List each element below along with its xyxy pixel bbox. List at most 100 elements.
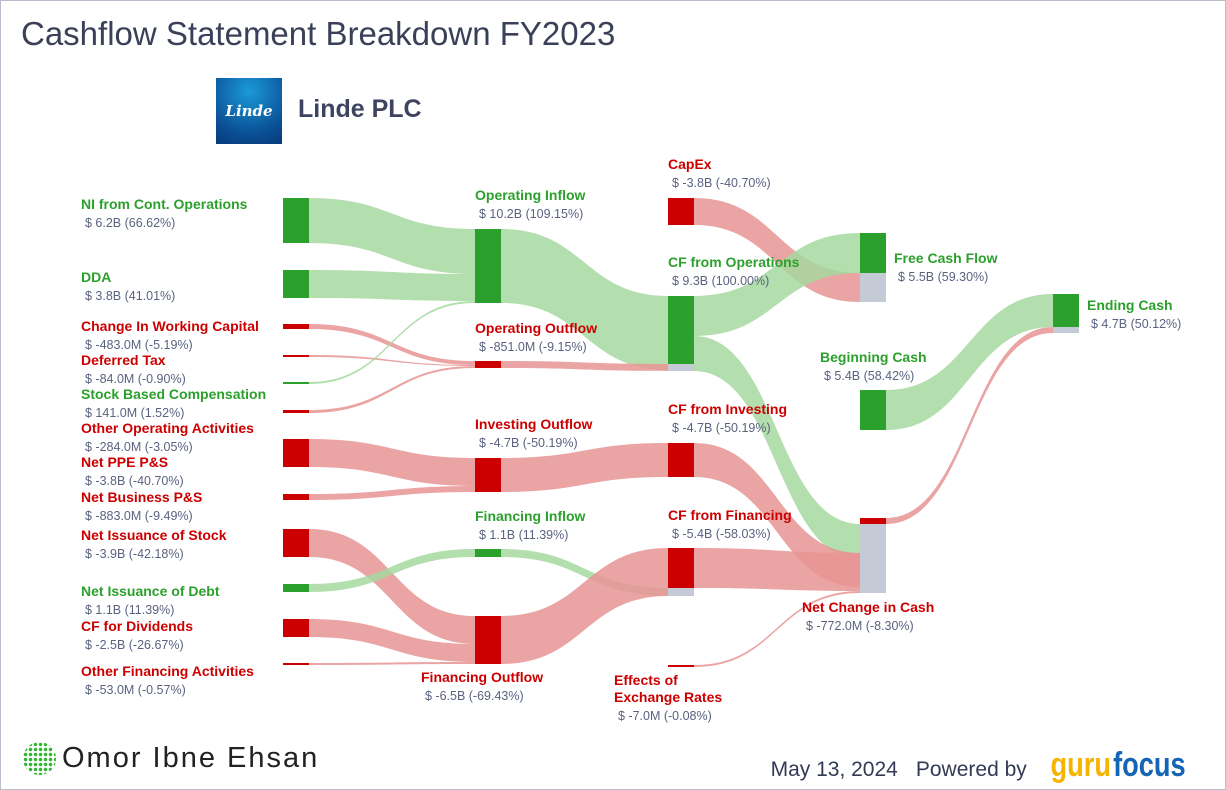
node-cfi: CF from Investing $ -4.7B (-50.19%) <box>668 401 787 477</box>
node-cfo: CF from Operations $ 9.3B (100.00%) <box>668 254 800 371</box>
node-value: $ 1.1B (11.39%) <box>479 528 568 542</box>
node-label: DDA <box>81 269 111 285</box>
node-bar <box>475 361 501 368</box>
node-label: Financing Inflow <box>475 508 586 524</box>
node-bar <box>283 529 309 557</box>
node-value: $ -3.9B (-42.18%) <box>85 547 184 561</box>
link-nbp-invout <box>309 486 475 500</box>
link-cwc-opout <box>309 324 475 365</box>
node-capex: CapEx $ -3.8B (-40.70%) <box>668 156 771 225</box>
company-logo: Linde <box>216 78 282 144</box>
node-bar <box>283 355 309 357</box>
node-label: Ending Cash <box>1087 297 1173 313</box>
node-bar <box>283 198 309 243</box>
node-value: $ -2.5B (-26.67%) <box>85 638 184 652</box>
node-label: Net Issuance of Debt <box>81 583 220 599</box>
node-opin: Operating Inflow $ 10.2B (109.15%) <box>475 187 586 303</box>
node-bar <box>860 233 886 273</box>
node-label: Net Issuance of Stock <box>81 527 227 543</box>
node-value: $ 3.8B (41.01%) <box>85 289 175 303</box>
node-label: Investing Outflow <box>475 416 593 432</box>
node-bc: Beginning Cash $ 5.4B (58.42%) <box>820 349 927 430</box>
node-bar <box>283 270 309 298</box>
link-div-finout <box>309 619 475 662</box>
node-bar <box>475 616 501 664</box>
node-bar <box>283 382 309 384</box>
link-dt-opout <box>309 355 475 366</box>
gurufocus-logo-part: guru <box>1050 746 1111 784</box>
node-bar <box>475 549 501 557</box>
link-bc-ec <box>886 294 1053 430</box>
node-value: $ -3.8B (-40.70%) <box>85 474 184 488</box>
node-value: $ 4.7B (50.12%) <box>1091 317 1181 331</box>
node-opout: Operating Outflow $ -851.0M (-9.15%) <box>475 320 597 368</box>
node-label: CF from Investing <box>668 401 787 417</box>
node-value: $ 9.3B (100.00%) <box>672 274 769 288</box>
node-label: Deferred Tax <box>81 352 166 368</box>
node-invout: Investing Outflow $ -4.7B (-50.19%) <box>475 416 593 492</box>
node-label: Operating Outflow <box>475 320 597 336</box>
node-value: $ -483.0M (-5.19%) <box>85 338 193 352</box>
node-bar <box>283 663 309 665</box>
node-bar <box>668 443 694 477</box>
node-nc: Net Change in Cash $ -772.0M (-8.30%) <box>802 518 934 633</box>
link-cfo-nc <box>694 336 860 559</box>
powered-by: Powered by <box>915 758 1027 781</box>
node-value: $ 141.0M (1.52%) <box>85 406 184 420</box>
node-value: $ -851.0M (-9.15%) <box>479 340 587 354</box>
node-nbp: Net Business P&S $ -883.0M (-9.49%) <box>81 489 309 523</box>
node-fcf: Free Cash Flow $ 5.5B (59.30%) <box>860 233 998 302</box>
link-sbc-opin <box>309 301 475 384</box>
footer-credits: May 13, 2024 Powered by guru focus <box>771 746 1195 785</box>
node-value: $ 5.5B (59.30%) <box>898 270 988 284</box>
node-label: Net Business P&S <box>81 489 202 505</box>
node-bar <box>860 390 886 430</box>
node-label: Operating Inflow <box>475 187 586 203</box>
link-nid-finin <box>309 549 475 592</box>
node-dt: Deferred Tax $ -84.0M (-0.90%) <box>81 352 309 386</box>
link-dda-opin <box>309 270 475 301</box>
node-bar <box>860 518 886 524</box>
node-bar <box>668 548 694 588</box>
link-cff-nc <box>694 548 860 591</box>
node-value: $ -84.0M (-0.90%) <box>85 372 186 386</box>
link-finout-cff <box>501 548 668 664</box>
node-label: Free Cash Flow <box>894 250 998 266</box>
link-ppe-invout <box>309 439 475 486</box>
node-label: CF from Operations <box>668 254 800 270</box>
node-residual-bar <box>1053 327 1079 333</box>
node-bar <box>668 296 694 364</box>
link-nis-finout <box>309 529 475 644</box>
link-nc-ec <box>886 327 1053 524</box>
node-finout: Financing Outflow $ -6.5B (-69.43%) <box>421 616 543 703</box>
node-value: $ -4.7B (-50.19%) <box>479 436 578 450</box>
node-nis: Net Issuance of Stock $ -3.9B (-42.18%) <box>81 527 309 561</box>
author-logo-icon <box>23 742 56 775</box>
link-cfo-fcf <box>694 233 860 336</box>
node-residual-bar <box>860 524 886 593</box>
link-ooa-opout <box>309 366 475 413</box>
node-bar <box>283 584 309 592</box>
link-ni-opin <box>309 198 475 274</box>
node-label: Financing Outflow <box>421 669 543 685</box>
gurufocus-logo-part: focus <box>1113 746 1186 784</box>
link-opin-cfo <box>501 229 668 370</box>
node-value: $ -6.5B (-69.43%) <box>425 689 524 703</box>
node-value: $ -4.7B (-50.19%) <box>672 421 771 435</box>
node-residual-bar <box>668 364 694 371</box>
node-label: CF from Financing <box>668 507 792 523</box>
node-label: CapEx <box>668 156 712 172</box>
link-opout-cfo <box>501 361 668 371</box>
node-label: Change In Working Capital <box>81 318 259 334</box>
node-value: $ -284.0M (-3.05%) <box>85 440 193 454</box>
node-label: CF for Dividends <box>81 618 193 634</box>
node-residual-bar <box>860 273 886 302</box>
node-bar <box>283 619 309 637</box>
node-value: $ 5.4B (58.42%) <box>824 369 914 383</box>
node-bar <box>668 665 694 667</box>
node-bar <box>1053 294 1079 327</box>
links <box>309 198 1053 667</box>
node-finin: Financing Inflow $ 1.1B (11.39%) <box>475 508 586 557</box>
